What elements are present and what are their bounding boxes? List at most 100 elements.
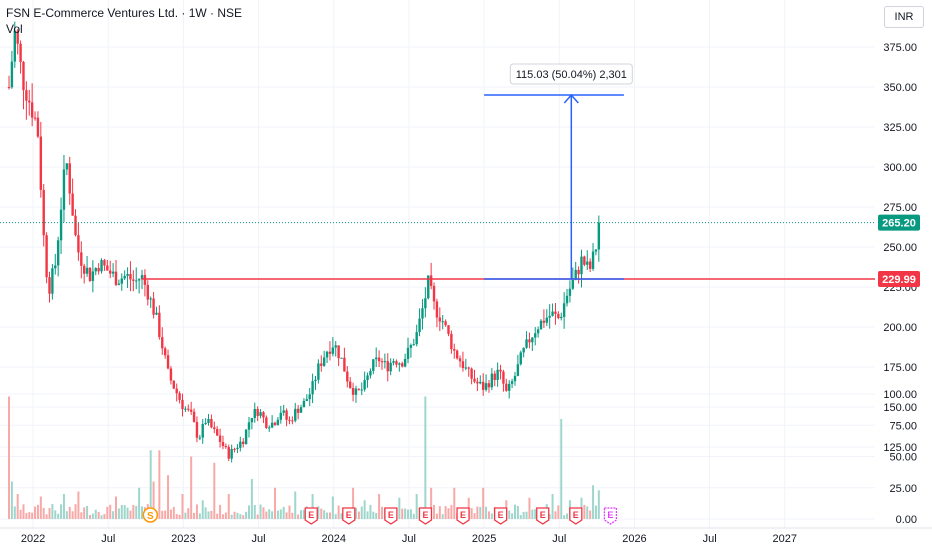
volume-bar — [360, 506, 363, 519]
candle — [594, 249, 598, 252]
time-tick-label: Jul — [252, 533, 266, 545]
candle — [117, 283, 121, 285]
volume-bar — [253, 504, 256, 519]
candle — [244, 429, 248, 445]
time-tick-label: Jul — [552, 533, 566, 545]
volume-bar — [340, 513, 343, 519]
candle — [56, 240, 60, 266]
volume-bar — [195, 504, 198, 519]
candle — [250, 417, 254, 423]
candle — [158, 312, 161, 338]
volume-bar — [294, 491, 297, 519]
candle — [432, 285, 436, 302]
volume-bar — [109, 504, 112, 519]
candle — [542, 320, 546, 323]
volume-bar — [106, 506, 109, 519]
volume-bar — [169, 509, 172, 519]
candle — [588, 261, 592, 269]
candle — [253, 408, 256, 418]
candle — [213, 427, 216, 430]
volume-bar — [282, 506, 285, 519]
candle — [137, 279, 141, 281]
volume-bar — [201, 500, 204, 519]
volume-bar — [424, 396, 427, 519]
volume-bar — [334, 514, 337, 519]
candle — [169, 368, 173, 381]
candle — [412, 344, 415, 346]
volume-bar — [227, 494, 230, 519]
candle — [85, 267, 89, 274]
dividend-marker — [142, 507, 159, 523]
candle — [372, 359, 375, 371]
candle — [484, 383, 488, 390]
time-axis[interactable]: 2022 Jul 2023 Jul 2024 Jul 2025 Jul 2026 Jul 2027 — [21, 533, 797, 545]
volume-bar — [120, 505, 123, 519]
candle — [545, 317, 548, 323]
volume-bar — [112, 511, 115, 519]
price-axis[interactable]: 375.00350.00325.00300.00275.00250.00225.… — [883, 42, 917, 526]
price-tick-label: 125.00 — [883, 442, 917, 454]
candle — [444, 321, 447, 326]
candle — [453, 349, 456, 351]
candle — [464, 367, 468, 369]
volume-bar — [589, 510, 592, 519]
volume-bar — [135, 505, 138, 519]
candle — [363, 380, 366, 390]
candle — [441, 321, 444, 323]
volume-bar — [297, 514, 300, 519]
price-tags: 265.20 229.99 — [878, 214, 920, 288]
candle — [314, 379, 317, 382]
candle — [129, 274, 132, 280]
last-price-label: 265.20 — [882, 218, 916, 230]
volume-bar — [245, 511, 248, 519]
candle — [132, 279, 135, 281]
volume-bar — [259, 504, 262, 519]
volume-bar — [352, 487, 355, 519]
volume-bar — [19, 509, 22, 519]
measure-tool[interactable]: 115.03 (50.04%) 2,301 — [484, 63, 633, 280]
candle — [536, 329, 540, 334]
candle — [135, 280, 138, 282]
volume-bar — [190, 456, 193, 519]
candle — [551, 311, 554, 316]
candle — [25, 90, 28, 101]
candle — [340, 357, 343, 359]
volume-bar — [247, 505, 250, 519]
volume-bar — [88, 515, 91, 519]
candle — [218, 435, 222, 442]
volume-bar — [372, 511, 375, 519]
volume-bar — [473, 513, 476, 519]
candle — [586, 261, 589, 265]
currency-button[interactable]: INR — [884, 6, 924, 28]
earnings-marker-label: E — [308, 510, 314, 520]
candle — [386, 361, 389, 372]
candle — [291, 420, 294, 422]
price-tick-label: 375.00 — [883, 42, 917, 54]
volume-bar — [80, 512, 83, 519]
volume-bar — [378, 494, 381, 519]
volume-bar — [490, 513, 493, 519]
overlays: 115.03 (50.04%) 2,301 — [0, 63, 875, 280]
candle — [62, 169, 66, 210]
candle — [429, 275, 433, 286]
candle — [106, 265, 109, 271]
volume-bar — [398, 497, 401, 519]
volume-bar — [291, 512, 294, 519]
candle — [415, 332, 418, 345]
symbol-title[interactable]: FSN E-Commerce Ventures Ltd. · 1W · NSE — [6, 6, 243, 20]
volume-bar — [132, 504, 135, 519]
candle — [351, 387, 355, 395]
volume-bar — [285, 512, 288, 519]
candle — [143, 275, 147, 285]
candle — [354, 388, 358, 395]
volume-bar — [250, 479, 253, 519]
candle — [247, 422, 251, 430]
volume-bar — [187, 508, 190, 519]
time-tick-label: 2022 — [21, 533, 45, 545]
volume-bar — [404, 508, 407, 519]
volume-indicator-label[interactable]: Vol — [6, 22, 23, 36]
volume-bar — [213, 462, 216, 519]
candle — [499, 369, 502, 372]
candle — [502, 371, 505, 384]
